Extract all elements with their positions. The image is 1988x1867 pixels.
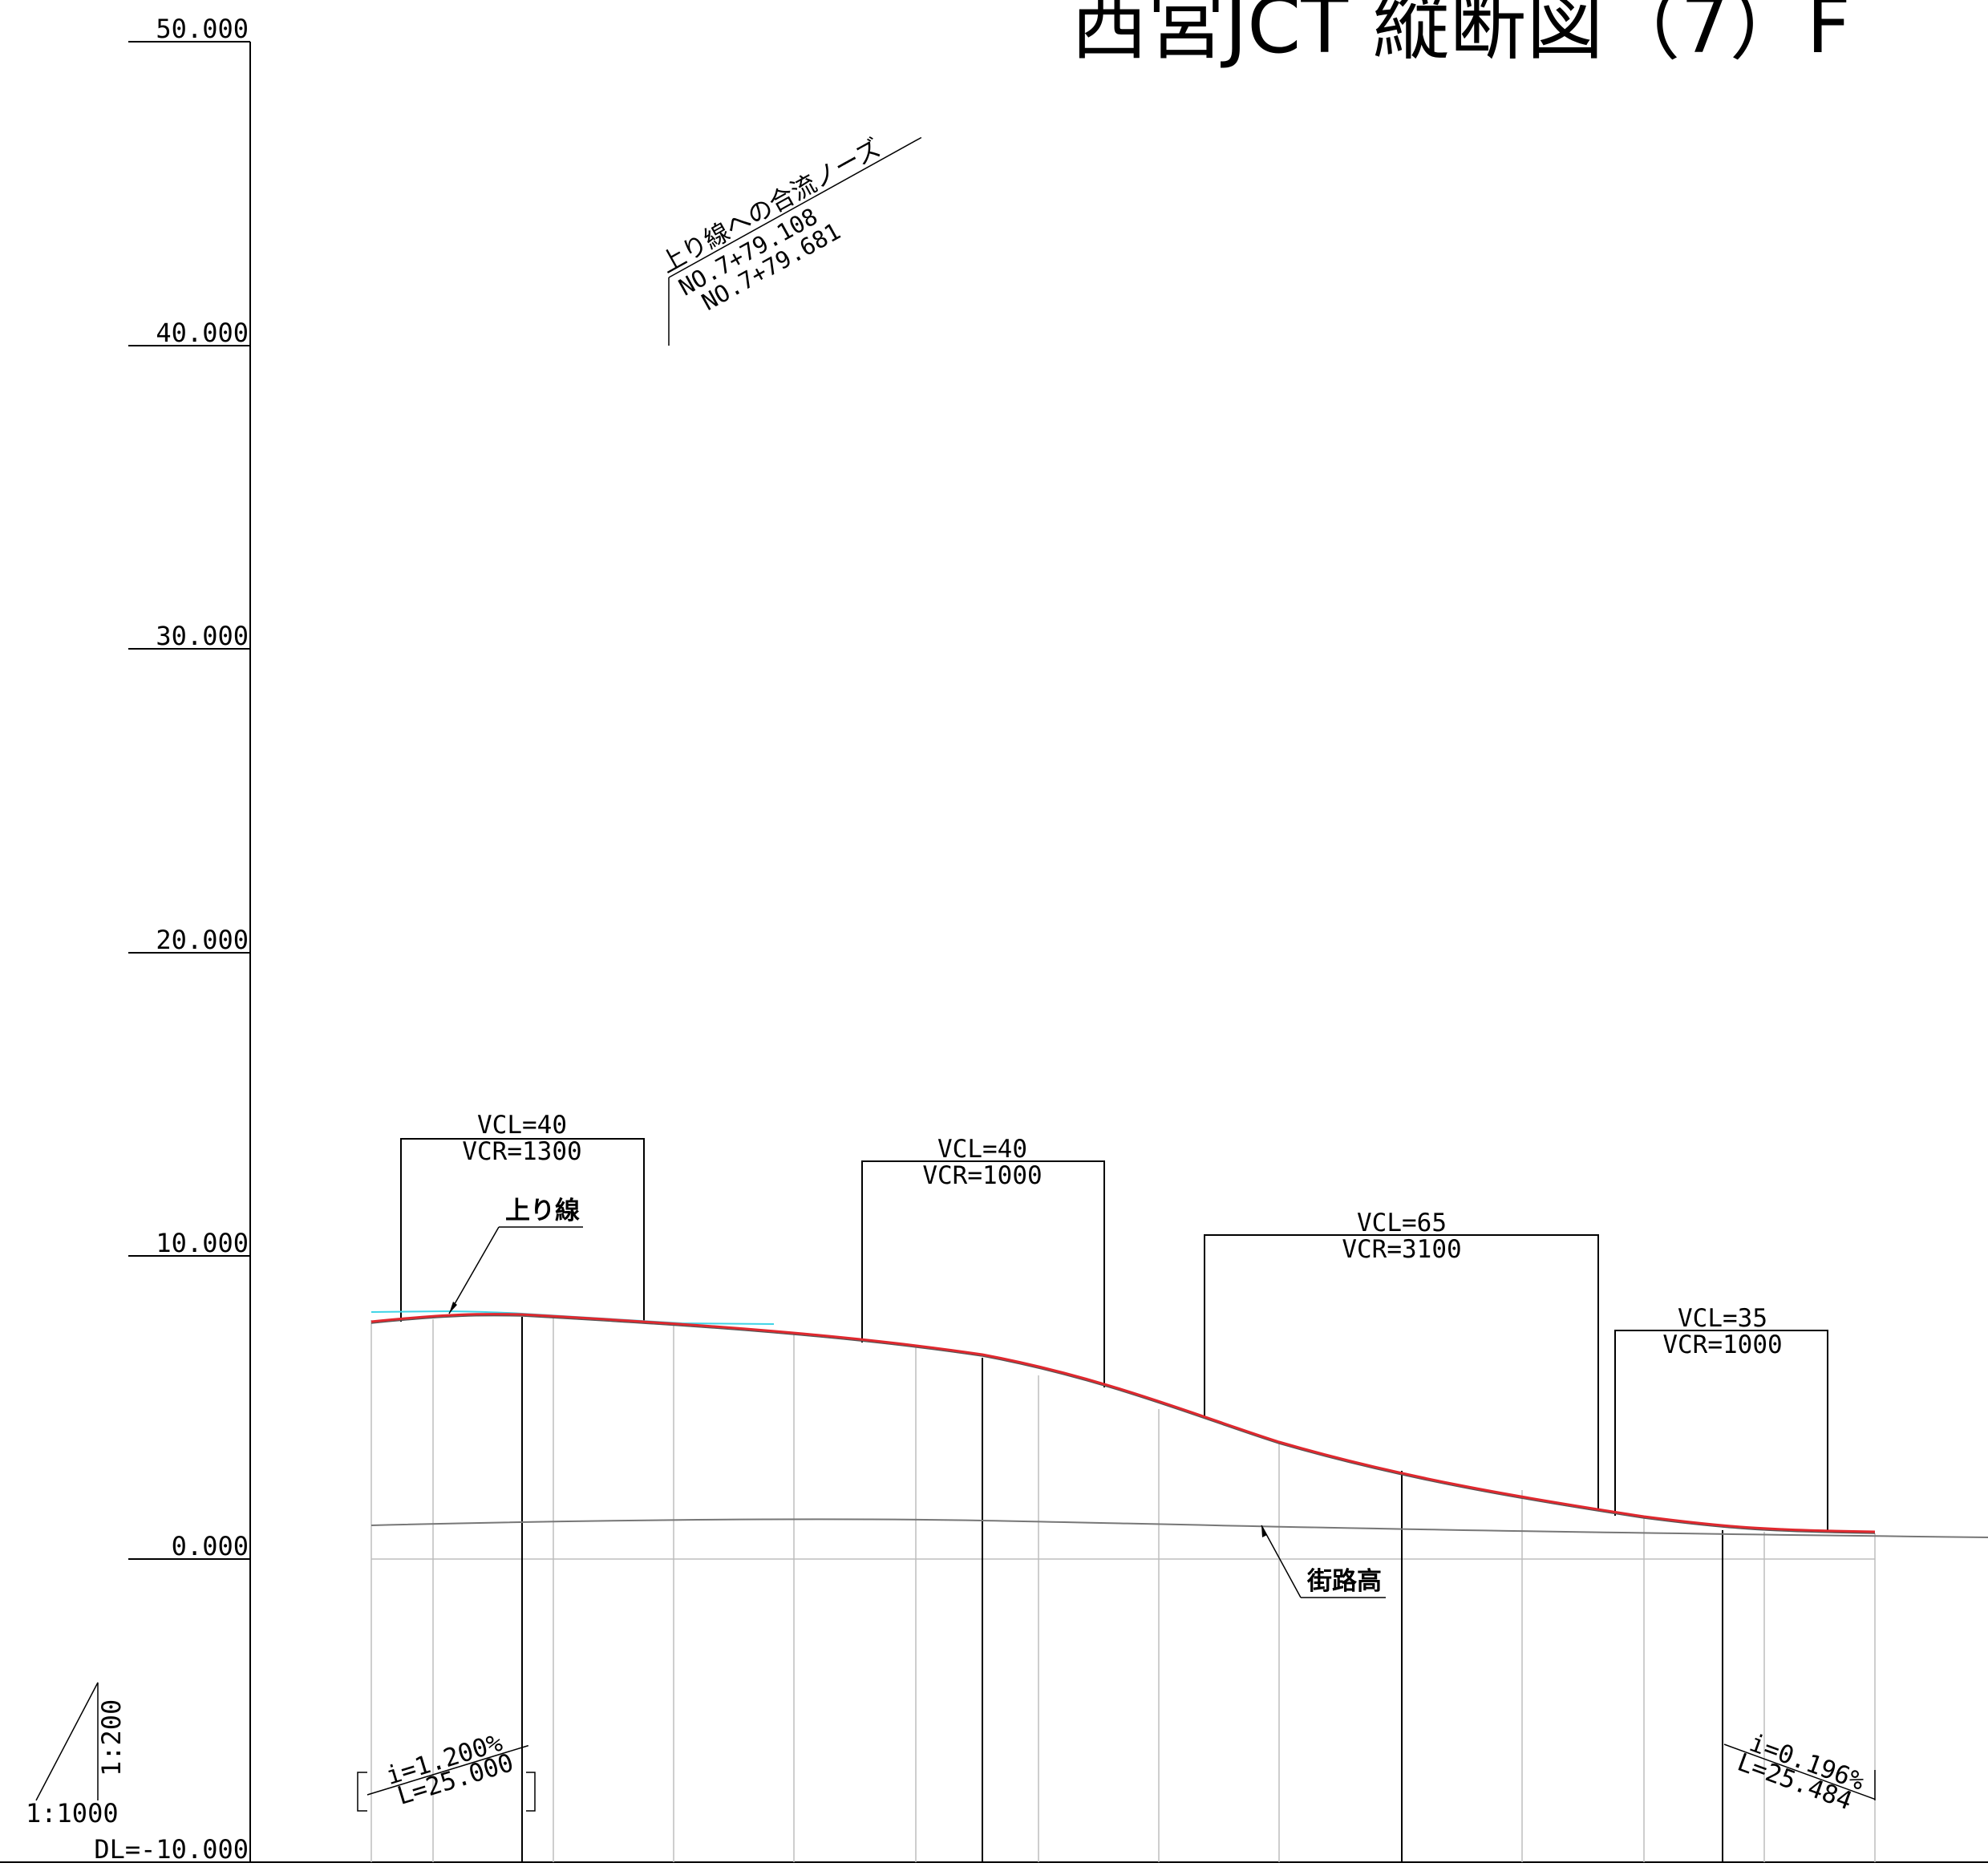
vcurve-boxes	[400, 1138, 1828, 1532]
upline-label: 上り線	[505, 1197, 580, 1225]
horizontal-scale: 1:1000	[26, 1798, 119, 1829]
vcurve-4-vcl: VCL=35	[1678, 1304, 1767, 1333]
vcurve-1-vcr: VCR=1300	[462, 1137, 581, 1166]
scale-triangle: 1:1000 1:200	[26, 1682, 127, 1829]
upline-callout: 上り線	[448, 1197, 583, 1314]
axis-label-20: 20.000	[156, 925, 249, 955]
elevation-axis	[0, 41, 1988, 1863]
drawing-title: 西宮JCT 縦断図（7）F	[1071, 0, 1851, 71]
axis-label-50: 50.000	[156, 14, 249, 44]
vcurve-4-vcr: VCR=1000	[1662, 1330, 1782, 1359]
vertical-scale: 1:200	[96, 1699, 127, 1776]
vcurve-3-vcl: VCL=65	[1357, 1209, 1447, 1237]
design-profile-shadow	[370, 1314, 1876, 1534]
grade-annotation-1: i=1.200% L=25.000	[357, 1728, 536, 1812]
vcurve-2-vcl: VCL=40	[937, 1135, 1027, 1164]
axis-label-30: 30.000	[156, 621, 249, 651]
vcurve-1-vcl: VCL=40	[477, 1111, 567, 1140]
street-level-callout: 街路高	[1261, 1525, 1386, 1598]
axis-label-40: 40.000	[156, 318, 249, 348]
station-grid	[370, 1318, 1876, 1862]
grade-annotation-2: i=0.196% L=25.484	[1723, 1728, 1876, 1816]
design-profile	[370, 1313, 1876, 1533]
street-level-label: 街路高	[1306, 1567, 1382, 1596]
vcurve-labels: VCL=40 VCR=1300 VCL=40 VCR=1000 VCL=65 V…	[462, 1111, 1782, 1359]
vcurve-3-vcr: VCR=3100	[1342, 1235, 1461, 1264]
datum-level-label: DL=-10.000	[94, 1834, 249, 1865]
axis-label-0: 0.000	[172, 1531, 249, 1561]
merge-nose-annotation: 上り線への合流ノーズ NO.7+79.108 NO.7+79.681	[656, 134, 922, 346]
station-grid-main	[521, 1317, 1723, 1862]
street-level-line	[370, 1518, 1988, 1538]
axis-labels: 50.000 40.000 30.000 20.000 10.000 0.000…	[94, 14, 249, 1865]
vcurve-2-vcr: VCR=1000	[922, 1161, 1042, 1190]
axis-label-10: 10.000	[156, 1228, 249, 1258]
